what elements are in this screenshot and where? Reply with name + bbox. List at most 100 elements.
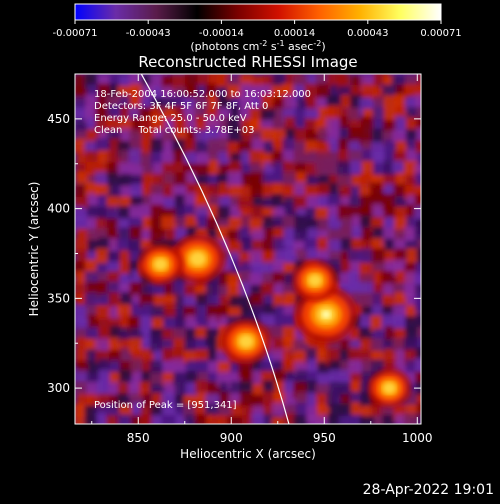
- texture-cell: [238, 196, 256, 211]
- texture-cell: [117, 162, 133, 176]
- texture-cell: [85, 327, 102, 341]
- texture-cell: [370, 315, 384, 332]
- texture-cell: [293, 182, 308, 198]
- texture-cell: [117, 237, 132, 252]
- texture-cell: [185, 414, 198, 424]
- texture-cell: [359, 282, 375, 295]
- texture-cell: [75, 184, 89, 200]
- texture-cell: [151, 116, 167, 130]
- texture-cell: [118, 404, 133, 418]
- texture-cell: [129, 83, 145, 100]
- texture-cell: [129, 337, 144, 354]
- texture-cell: [373, 74, 389, 86]
- texture-cell: [108, 349, 123, 364]
- texture-cell: [75, 196, 90, 209]
- texture-cell: [251, 413, 268, 424]
- texture-cell: [416, 337, 421, 355]
- y-tick-label: 450: [47, 112, 70, 126]
- texture-cell: [403, 84, 418, 97]
- texture-cell: [307, 227, 321, 241]
- texture-cell: [106, 415, 121, 424]
- texture-cell: [195, 349, 209, 362]
- texture-cell: [228, 129, 245, 142]
- texture-cell: [150, 360, 163, 377]
- texture-cell: [172, 358, 186, 372]
- texture-cell: [227, 171, 244, 188]
- texture-cell: [285, 128, 298, 141]
- texture-cell: [307, 414, 323, 424]
- texture-cell: [175, 414, 189, 424]
- texture-cell: [84, 292, 98, 307]
- texture-cell: [340, 259, 353, 273]
- texture-cell: [271, 416, 284, 424]
- texture-cell: [416, 315, 421, 329]
- texture-cell: [206, 294, 220, 308]
- hot-spot: [382, 382, 397, 395]
- texture-cell: [326, 105, 342, 120]
- texture-cell: [405, 316, 418, 332]
- colorbar-unit-label: (photons cm-2 s-1 asec-2): [190, 39, 325, 53]
- texture-cell: [96, 413, 115, 424]
- annotation-time: 18-Feb-2004 16:00:52.000 to 16:03:12.000: [94, 89, 311, 100]
- colorbar-tick-label: 0.00043: [347, 28, 388, 39]
- texture-cell: [338, 415, 356, 424]
- texture-cell: [260, 282, 274, 299]
- texture-cell: [161, 415, 180, 424]
- texture-cell: [384, 150, 397, 163]
- texture-cell: [239, 94, 255, 111]
- colorbar-tick-label: -0.00043: [126, 28, 171, 39]
- texture-cell: [293, 339, 308, 354]
- texture-cell: [195, 163, 213, 176]
- texture-cell: [403, 338, 417, 353]
- texture-cell: [371, 128, 385, 147]
- texture-cell: [360, 116, 376, 131]
- texture-cell: [359, 415, 375, 424]
- texture-cell: [228, 160, 243, 174]
- texture-cell: [164, 106, 178, 120]
- texture-cell: [414, 284, 421, 298]
- texture-cell: [383, 217, 396, 230]
- texture-cell: [383, 119, 399, 133]
- texture-cell: [75, 138, 88, 153]
- x-axis-label: Heliocentric X (arcsec): [180, 447, 316, 461]
- texture-cell: [316, 83, 332, 99]
- x-tick-label: 950: [313, 431, 336, 445]
- solar-limb-arc: [140, 74, 290, 424]
- texture-cell: [415, 371, 421, 386]
- texture-cell: [382, 414, 398, 424]
- texture-cell: [371, 237, 385, 252]
- texture-cell: [405, 359, 418, 376]
- chart-title: Reconstructed RHESSI Image: [138, 53, 357, 71]
- y-tick-label: 350: [47, 291, 70, 305]
- texture-cell: [75, 413, 91, 424]
- texture-cell: [394, 414, 410, 424]
- hot-spots: [137, 234, 412, 408]
- texture-cell: [205, 116, 223, 130]
- texture-cell: [206, 414, 222, 424]
- texture-cell: [328, 215, 341, 229]
- hot-spot: [189, 251, 207, 267]
- texture-cell: [327, 193, 344, 207]
- texture-cell: [337, 204, 352, 221]
- texture-cell: [117, 382, 130, 395]
- texture-cell: [416, 127, 421, 141]
- texture-cell: [315, 207, 329, 220]
- texture-cell: [282, 215, 298, 229]
- hot-spot: [238, 334, 254, 349]
- texture-cell: [304, 83, 320, 102]
- plot-frame: [74, 73, 422, 425]
- texture-cell: [392, 337, 405, 353]
- hot-spot: [153, 257, 168, 271]
- annotation-detectors: Detectors: 3F 4F 5F 6F 7F 8F, Att 0: [94, 101, 268, 112]
- texture-cell: [361, 248, 374, 263]
- texture-cell: [417, 74, 421, 88]
- texture-cell: [128, 239, 143, 254]
- texture-cell: [229, 295, 244, 309]
- axis-ticks: 850 900 950 1000 300 350 400 450: [47, 73, 433, 445]
- annotation-energy: Energy Range: 25.0 - 50.0 keV: [94, 113, 247, 124]
- texture-cell: [197, 316, 210, 329]
- y-tick-label: 300: [47, 381, 70, 395]
- texture-cell: [337, 160, 352, 177]
- texture-cell: [75, 380, 89, 394]
